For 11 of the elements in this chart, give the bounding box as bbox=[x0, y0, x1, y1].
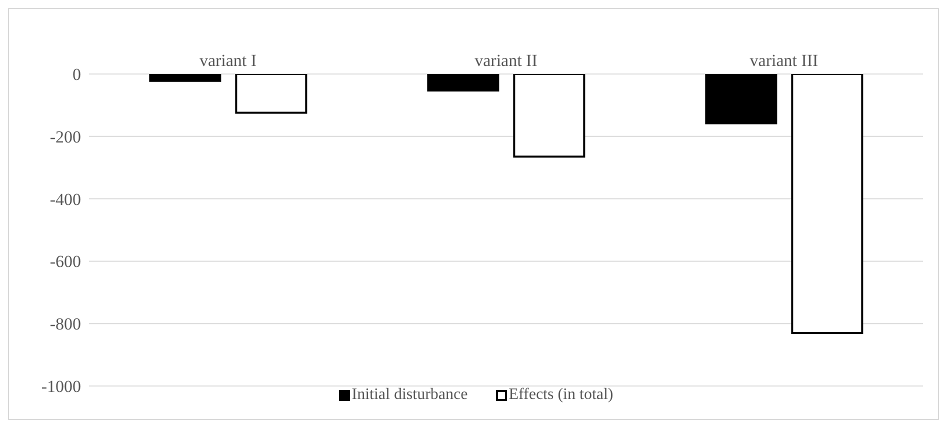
x-tick-label: variant II bbox=[474, 51, 538, 70]
y-tick-label: -800 bbox=[50, 314, 81, 334]
x-tick-label: variant III bbox=[750, 51, 819, 70]
y-tick-label: -400 bbox=[50, 190, 81, 209]
y-tick-label: 0 bbox=[72, 65, 81, 84]
x-tick-label: variant I bbox=[199, 51, 257, 70]
y-tick-label: -1000 bbox=[41, 377, 81, 396]
legend-label: Initial disturbance bbox=[352, 386, 468, 404]
y-tick-label: -200 bbox=[50, 127, 81, 146]
legend-label: Effects (in total) bbox=[508, 386, 614, 404]
y-tick-label: -600 bbox=[50, 252, 81, 272]
